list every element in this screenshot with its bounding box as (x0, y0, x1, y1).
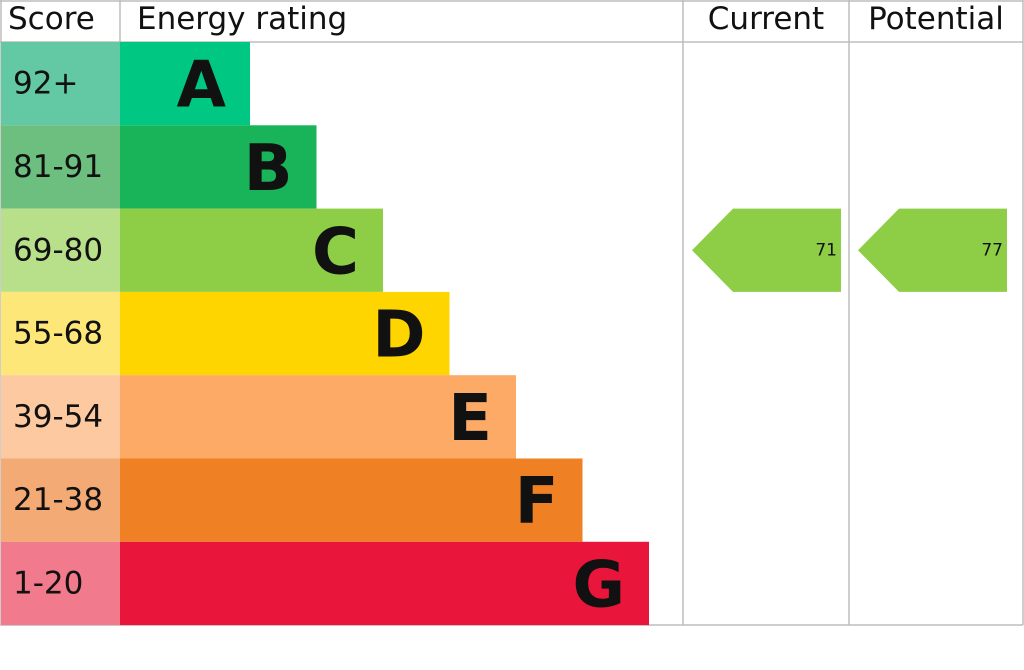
score-cell (1, 458, 120, 542)
rating-bar (120, 541, 649, 626)
rating-bar (120, 458, 583, 542)
potential-arrow (858, 208, 1007, 292)
score-cell (1, 208, 120, 292)
score-label: 1-20 (13, 565, 83, 601)
rating-letter: G (572, 548, 625, 622)
score-label: 81-91 (13, 149, 103, 185)
rating-letter: B (244, 132, 293, 206)
score-cell (1, 375, 120, 459)
score-cell (1, 125, 120, 209)
rating-letter: F (515, 465, 559, 539)
rating-bar (120, 291, 450, 376)
current-value: 71 (815, 240, 837, 260)
score-label: 69-80 (13, 232, 103, 268)
current-header: Current (708, 1, 824, 37)
rating-letter: D (372, 299, 425, 373)
score-cell (1, 42, 120, 126)
score-label: 55-68 (13, 316, 103, 352)
rating-bar (120, 42, 250, 126)
rating-letter: A (176, 49, 226, 123)
score-cell (1, 541, 120, 626)
rating-letter: C (312, 215, 359, 289)
rating-header: Energy rating (137, 1, 347, 37)
rating-bar (120, 375, 516, 459)
rating-bar (120, 208, 383, 292)
score-label: 39-54 (13, 399, 103, 435)
potential-value: 77 (981, 240, 1003, 260)
potential-header: Potential (868, 1, 1004, 37)
rating-letter: E (448, 382, 492, 456)
score-label: 21-38 (13, 482, 103, 518)
score-label: 92+ (13, 66, 78, 102)
score-header: Score (8, 1, 95, 37)
current-arrow (692, 208, 841, 292)
score-cell (1, 291, 120, 376)
rating-bar (120, 125, 317, 209)
